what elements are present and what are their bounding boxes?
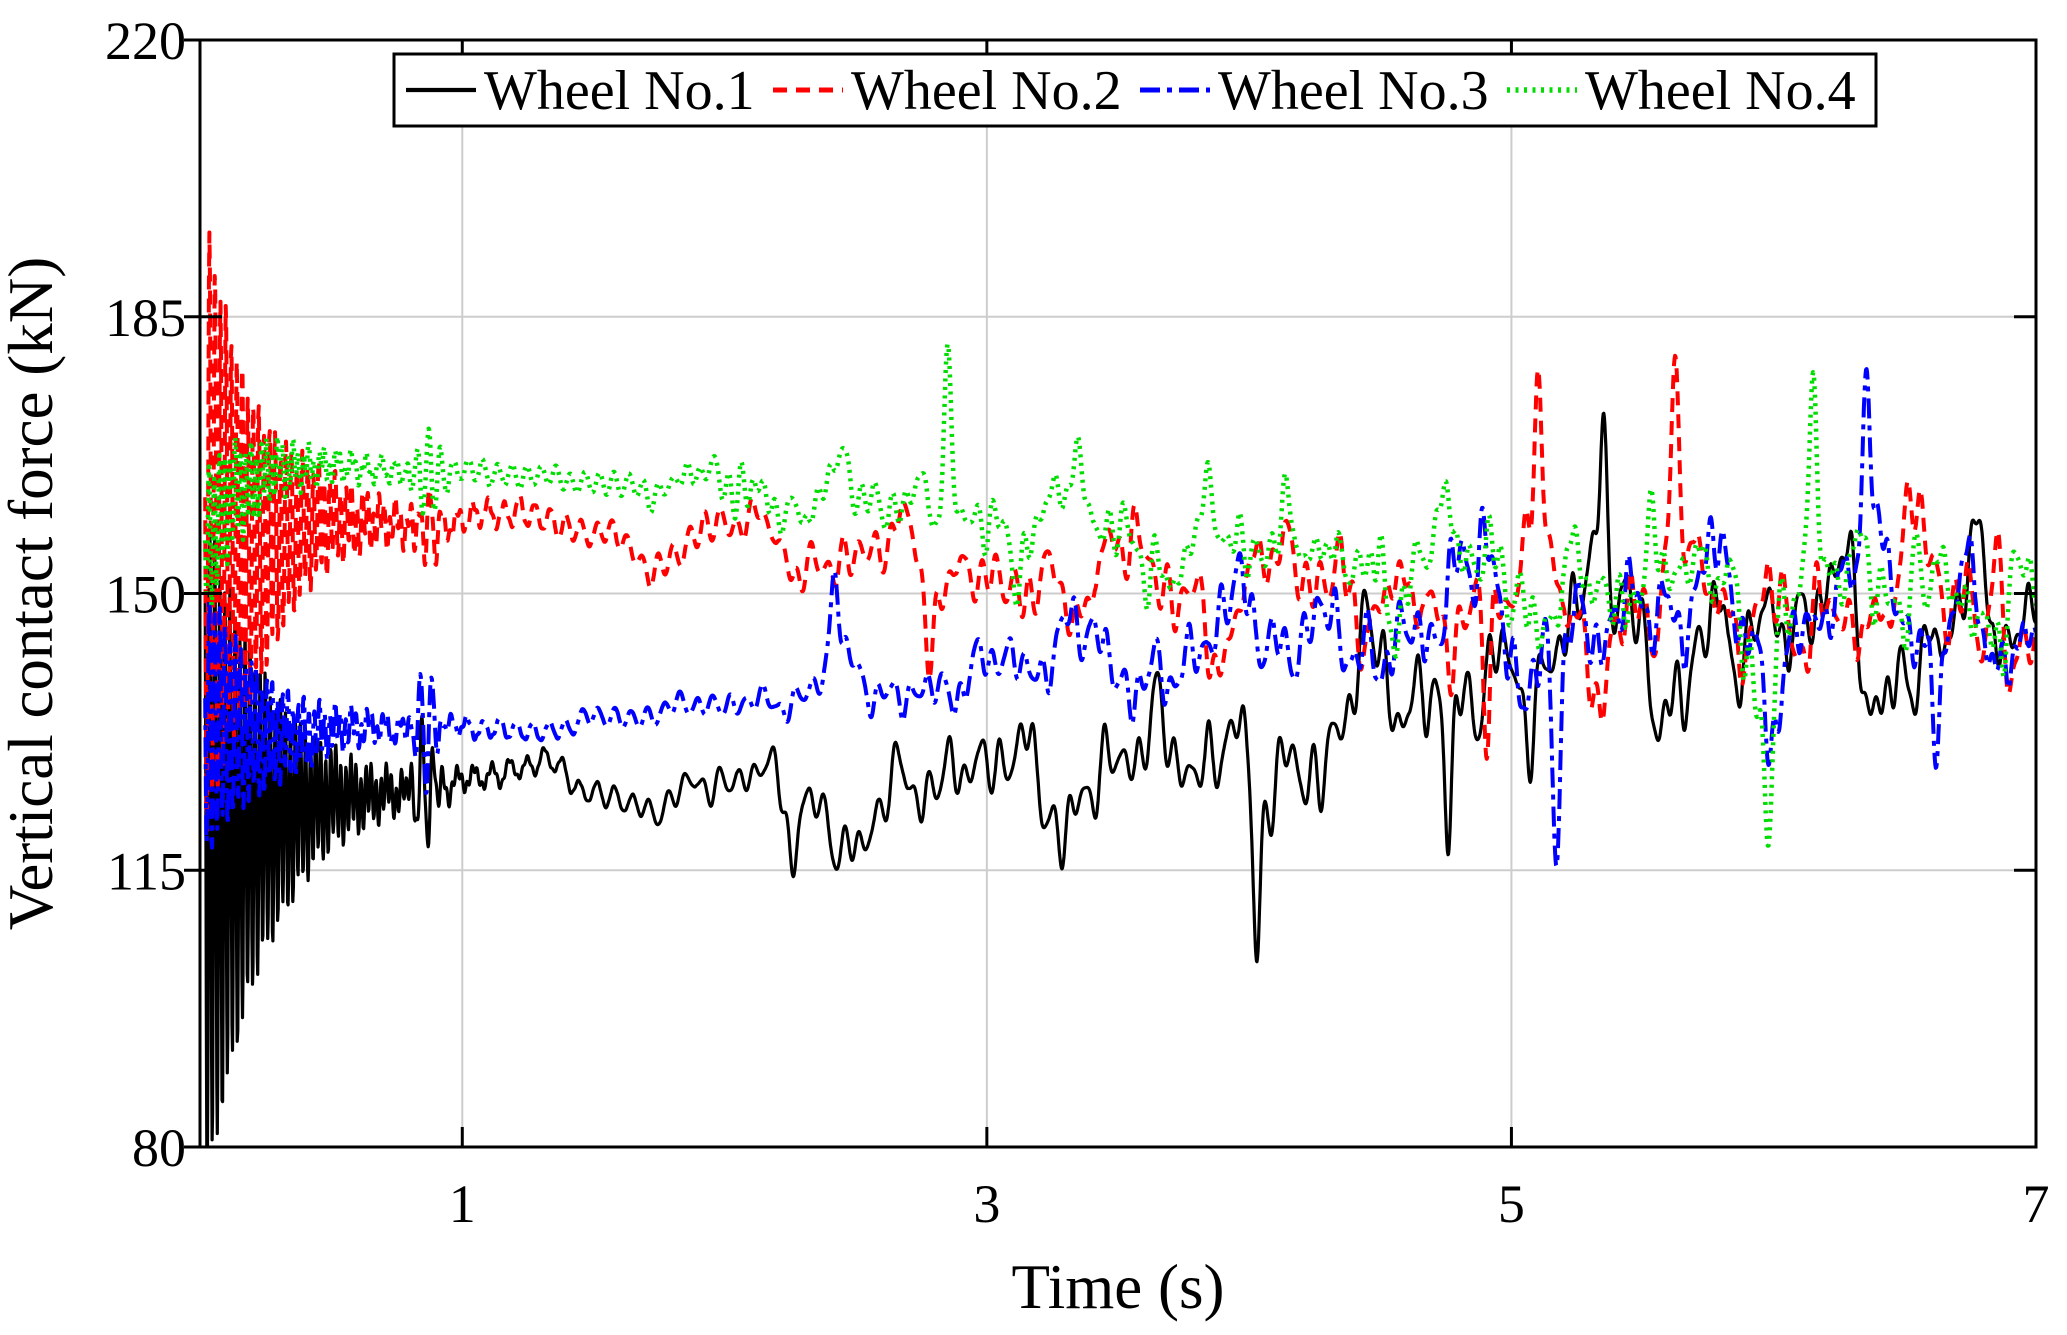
grid-lines — [200, 40, 2036, 1147]
series-line-wheel-no-2 — [203, 230, 2036, 833]
legend-item-wheel-no-4: Wheel No.4 — [1507, 60, 1856, 122]
x-tick-label-3: 3 — [973, 1174, 1000, 1234]
legend-box — [392, 52, 1878, 128]
y-tick-label-115: 115 — [107, 841, 186, 901]
series-lines — [202, 230, 2036, 1147]
y-tick-label-80: 80 — [132, 1118, 186, 1178]
y-tick-label-185: 185 — [105, 288, 186, 348]
series-line-wheel-no-3 — [203, 367, 2036, 869]
legend-label: Wheel No.2 — [851, 60, 1122, 122]
x-tick-label-5: 5 — [1498, 1174, 1525, 1234]
x-axis-label: Time (s) — [1012, 1252, 1225, 1322]
axis-labels: Time (s) Vertical contact force (kN) — [0, 257, 1224, 1322]
x-tick-label-1: 1 — [449, 1174, 476, 1234]
tick-labels: 1 3 5 7 80 115 150 185 220 — [105, 11, 2050, 1234]
legend-label: Wheel No.1 — [484, 60, 755, 122]
x-tick-label-7: 7 — [2023, 1174, 2050, 1234]
y-tick-label-150: 150 — [105, 565, 186, 625]
legend-item-wheel-no-3: Wheel No.3 — [1140, 60, 1489, 122]
series-line-wheel-no-1 — [203, 411, 2036, 1147]
legend-item-wheel-no-2: Wheel No.2 — [773, 60, 1122, 122]
legend-item-wheel-no-1: Wheel No.1 — [406, 60, 755, 122]
y-tick-label-220: 220 — [105, 11, 186, 71]
series-line-wheel-no-4 — [202, 341, 2036, 848]
legend: Wheel No.1 Wheel No.2 Wheel No.3 Wheel No.4 — [392, 52, 1878, 128]
legend-label: Wheel No.4 — [1585, 60, 1856, 122]
legend-label: Wheel No.3 — [1218, 60, 1489, 122]
y-axis-label: Vertical contact force (kN) — [0, 257, 66, 930]
